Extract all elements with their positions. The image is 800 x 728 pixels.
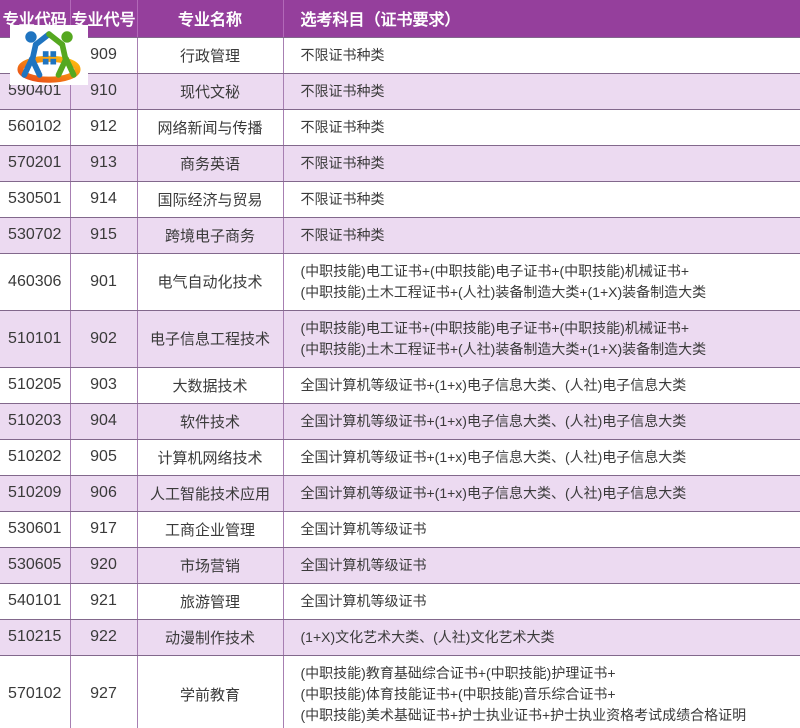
table-row: 460306 901 电气自动化技术 (中职技能)电工证书+(中职技能)电子证书+(中…: [0, 252, 800, 311]
table-row: 540101 921 旅游管理 全国计算机等级证书: [0, 582, 800, 620]
cell-major-number: 921: [69, 582, 138, 620]
table-row: 530702 915 跨境电子商务 不限证书种类: [0, 216, 800, 254]
header-exam-subjects: 选考科目（证书要求）: [282, 0, 800, 38]
table-row: 510215 922 动漫制作技术 (1+X)文化艺术大类、(人社)文化艺术大类: [0, 618, 800, 656]
cell-major-code: 530605: [0, 546, 71, 584]
table-row: 510209 906 人工智能技术应用 全国计算机等级证书+(1+x)电子信息大类、(…: [0, 474, 800, 512]
cell-major-number: 910: [69, 72, 138, 110]
cell-major-name: 工商企业管理: [136, 510, 284, 548]
cell-major-number: 903: [69, 366, 138, 404]
cell-major-name: 跨境电子商务: [136, 216, 284, 254]
cell-exam-subjects: 全国计算机等级证书: [282, 582, 800, 620]
cell-exam-subjects: 不限证书种类: [282, 180, 800, 218]
cell-exam-subjects: (中职技能)教育基础综合证书+(中职技能)护理证书+ (中职技能)体育技能证书+…: [282, 654, 800, 728]
table-row: 510203 904 软件技术 全国计算机等级证书+(1+x)电子信息大类、(人社)电…: [0, 402, 800, 440]
cell-major-name: 电子信息工程技术: [136, 309, 284, 368]
cell-major-code: 510202: [0, 438, 71, 476]
cell-exam-subjects: 全国计算机等级证书+(1+x)电子信息大类、(人社)电子信息大类: [282, 366, 800, 404]
cell-exam-subjects: 全国计算机等级证书: [282, 546, 800, 584]
cell-exam-subjects: 不限证书种类: [282, 108, 800, 146]
cell-major-code: 510205: [0, 366, 71, 404]
cell-major-name: 学前教育: [136, 654, 284, 728]
cell-exam-subjects: 不限证书种类: [282, 144, 800, 182]
cell-major-name: 动漫制作技术: [136, 618, 284, 656]
cell-exam-subjects: (中职技能)电工证书+(中职技能)电子证书+(中职技能)机械证书+ (中职技能)…: [282, 252, 800, 311]
cell-major-name: 大数据技术: [136, 366, 284, 404]
cell-major-name: 现代文秘: [136, 72, 284, 110]
cell-major-code: 510209: [0, 474, 71, 512]
table-row: 530601 917 工商企业管理 全国计算机等级证书: [0, 510, 800, 548]
table-row: 570102 927 学前教育 (中职技能)教育基础综合证书+(中职技能)护理证书+ …: [0, 654, 800, 728]
cell-major-number: 912: [69, 108, 138, 146]
cell-exam-subjects: 全国计算机等级证书+(1+x)电子信息大类、(人社)电子信息大类: [282, 474, 800, 512]
cell-major-name: 电气自动化技术: [136, 252, 284, 311]
table-row: 510101 902 电子信息工程技术 (中职技能)电工证书+(中职技能)电子证书+(…: [0, 309, 800, 368]
table-row: 560102 912 网络新闻与传播 不限证书种类: [0, 108, 800, 146]
people-house-logo-icon: [17, 31, 81, 83]
cell-major-code: 530601: [0, 510, 71, 548]
cell-major-number: 927: [69, 654, 138, 728]
table-row: 570201 913 商务英语 不限证书种类: [0, 144, 800, 182]
cell-exam-subjects: 不限证书种类: [282, 72, 800, 110]
table-row: 510205 903 大数据技术 全国计算机等级证书+(1+x)电子信息大类、(人社)…: [0, 366, 800, 404]
cell-exam-subjects: (1+X)文化艺术大类、(人社)文化艺术大类: [282, 618, 800, 656]
cell-exam-subjects: 不限证书种类: [282, 36, 800, 74]
cell-major-code: 560102: [0, 108, 71, 146]
cell-major-code: 570102: [0, 654, 71, 728]
cell-major-number: 915: [69, 216, 138, 254]
cell-major-code: 530501: [0, 180, 71, 218]
cell-major-code: 460306: [0, 252, 71, 311]
cell-major-number: 901: [69, 252, 138, 311]
cell-major-code: 530702: [0, 216, 71, 254]
cell-exam-subjects: 全国计算机等级证书+(1+x)电子信息大类、(人社)电子信息大类: [282, 402, 800, 440]
table-header-row: 专业代码 专业代号 专业名称 选考科目（证书要求）: [0, 0, 800, 38]
table-row: 530605 920 市场营销 全国计算机等级证书: [0, 546, 800, 584]
cell-major-number: 914: [69, 180, 138, 218]
cell-major-code: 540101: [0, 582, 71, 620]
cell-major-code: 510101: [0, 309, 71, 368]
cell-exam-subjects: 全国计算机等级证书: [282, 510, 800, 548]
cell-exam-subjects: 全国计算机等级证书+(1+x)电子信息大类、(人社)电子信息大类: [282, 438, 800, 476]
cell-major-name: 市场营销: [136, 546, 284, 584]
cell-major-name: 行政管理: [136, 36, 284, 74]
header-major-name: 专业名称: [136, 0, 284, 38]
cell-major-number: 904: [69, 402, 138, 440]
table-body: 909 行政管理 不限证书种类 590401 910 现代文秘 不限证书种类 560102 91…: [0, 36, 800, 728]
cell-major-code: 510215: [0, 618, 71, 656]
cell-major-number: 902: [69, 309, 138, 368]
cell-exam-subjects: (中职技能)电工证书+(中职技能)电子证书+(中职技能)机械证书+ (中职技能)…: [282, 309, 800, 368]
cell-major-number: 917: [69, 510, 138, 548]
cell-major-name: 商务英语: [136, 144, 284, 182]
table-row: 510202 905 计算机网络技术 全国计算机等级证书+(1+x)电子信息大类、(人…: [0, 438, 800, 476]
table-row: 530501 914 国际经济与贸易 不限证书种类: [0, 180, 800, 218]
cell-major-number: 920: [69, 546, 138, 584]
cell-major-number: 913: [69, 144, 138, 182]
cell-major-name: 旅游管理: [136, 582, 284, 620]
cell-major-name: 软件技术: [136, 402, 284, 440]
cell-major-name: 计算机网络技术: [136, 438, 284, 476]
cell-major-name: 国际经济与贸易: [136, 180, 284, 218]
table-row: 590401 910 现代文秘 不限证书种类: [0, 72, 800, 110]
site-logo: [10, 25, 88, 85]
cell-exam-subjects: 不限证书种类: [282, 216, 800, 254]
cell-major-name: 人工智能技术应用: [136, 474, 284, 512]
cell-major-code: 570201: [0, 144, 71, 182]
cell-major-name: 网络新闻与传播: [136, 108, 284, 146]
cell-major-code: 510203: [0, 402, 71, 440]
cell-major-number: 922: [69, 618, 138, 656]
table-row: 909 行政管理 不限证书种类: [0, 36, 800, 74]
cell-major-number: 905: [69, 438, 138, 476]
cell-major-number: 906: [69, 474, 138, 512]
